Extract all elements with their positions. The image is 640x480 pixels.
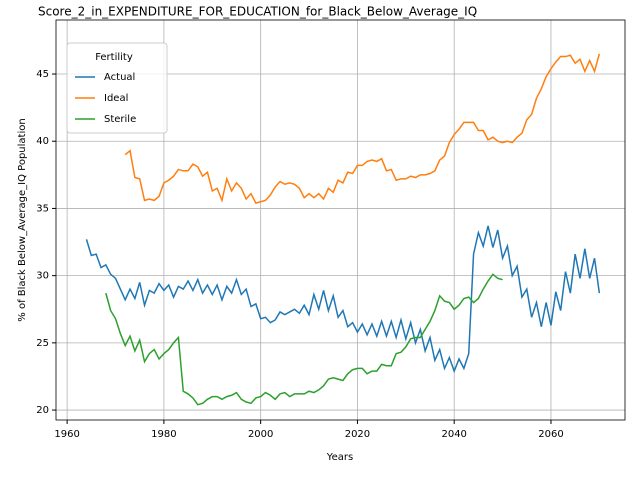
- x-tick-label: 2060: [538, 429, 563, 440]
- plot-frame: [55, 19, 626, 421]
- y-tick-label: 25: [36, 338, 49, 349]
- legend-label: Sterile: [104, 114, 136, 125]
- x-tick-label: 1980: [151, 429, 176, 440]
- series-line: [105, 273, 503, 406]
- legend-title: Fertility: [95, 52, 133, 63]
- y-tick-label: 30: [36, 271, 49, 282]
- x-tick-label: 2040: [441, 429, 466, 440]
- x-axis-label: Years: [326, 452, 353, 463]
- y-tick-label: 20: [36, 405, 49, 416]
- series-line: [85, 225, 601, 374]
- y-tick-label: 45: [36, 69, 49, 80]
- x-tick-label: 2020: [345, 429, 370, 440]
- legend-label: Actual: [104, 72, 135, 83]
- y-tick-label: 35: [36, 203, 49, 214]
- x-tick-label: 2000: [248, 429, 273, 440]
- y-tick-label: 40: [36, 136, 49, 147]
- series-line: [124, 53, 601, 204]
- legend-label: Ideal: [104, 93, 128, 104]
- chart-title: Score_2_in_EXPENDITURE_FOR_EDUCATION_for…: [38, 5, 477, 19]
- x-tick-label: 1960: [54, 429, 79, 440]
- legend-box: [66, 42, 168, 134]
- y-axis-label: % of Black Below_Average_IQ Population: [17, 118, 28, 321]
